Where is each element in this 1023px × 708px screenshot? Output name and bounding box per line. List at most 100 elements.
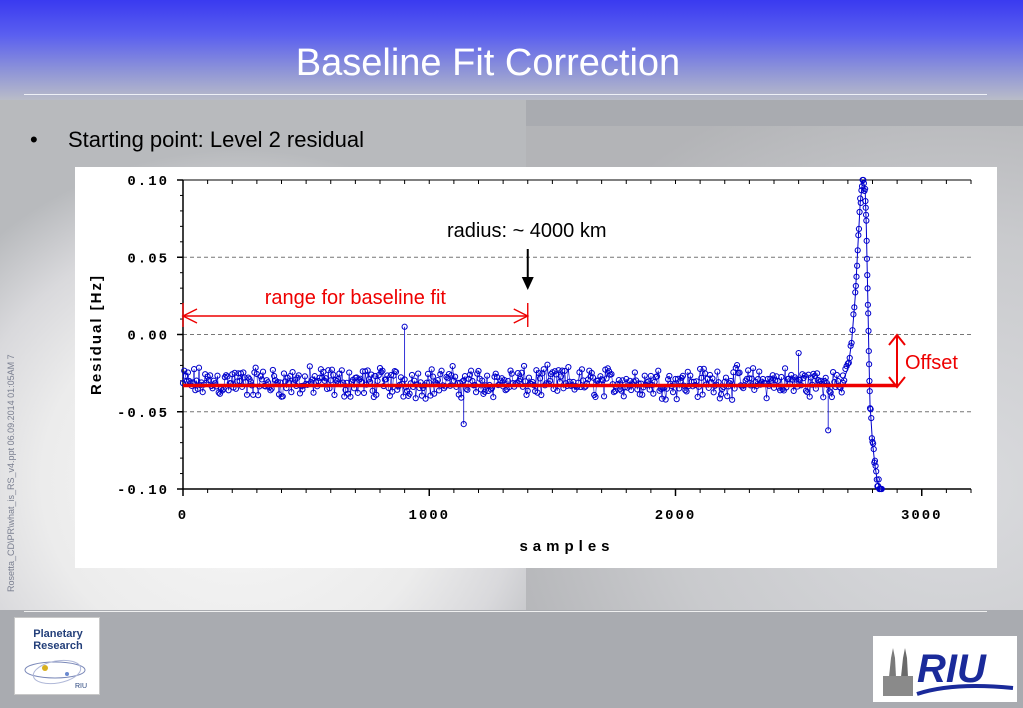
data-point <box>428 366 435 373</box>
data-point <box>561 367 568 375</box>
data-point <box>683 388 690 395</box>
outlier-point <box>460 421 467 428</box>
spike-point <box>853 273 860 280</box>
spike-point <box>866 361 873 368</box>
data-point <box>354 389 361 396</box>
riu-logo-text: RIU <box>917 647 987 691</box>
y-tick-label-4: -0.10 <box>117 483 169 499</box>
data-point <box>781 365 789 372</box>
spike-point <box>865 310 872 317</box>
data-point <box>694 393 701 401</box>
logo-text: Planetary Research <box>15 628 101 652</box>
range-label: range for baseline fit <box>265 287 447 309</box>
data-point <box>658 395 666 402</box>
data-point <box>838 389 845 396</box>
data-point <box>184 369 192 376</box>
data-point <box>373 391 380 398</box>
data-point <box>592 393 599 401</box>
data-point <box>338 367 345 374</box>
data-point <box>449 362 456 370</box>
data-point <box>186 377 193 385</box>
spike-point <box>864 285 871 292</box>
spike-point <box>854 247 861 254</box>
data-point <box>492 370 499 377</box>
data-point <box>763 395 770 402</box>
data-point <box>391 367 398 375</box>
data-point <box>687 372 694 379</box>
data-point <box>716 395 723 402</box>
offset-arrow-top <box>888 333 906 346</box>
data-point <box>623 375 630 383</box>
data-point <box>379 367 386 374</box>
logo-line2: Research <box>33 640 83 652</box>
data-point <box>466 371 473 378</box>
data-point <box>615 377 622 384</box>
data-point <box>641 372 648 379</box>
riu-emblem: RIU <box>883 647 1014 696</box>
data-point <box>524 387 531 394</box>
data-point <box>518 369 525 376</box>
data-point <box>357 375 364 382</box>
riu-swoosh <box>916 684 1014 696</box>
y-tick-label-1: 0.05 <box>127 251 169 267</box>
data-point <box>259 368 267 375</box>
data-point <box>371 372 379 380</box>
slide-title: Baseline Fit Correction <box>295 42 681 84</box>
data-point <box>436 387 443 394</box>
data-point <box>722 374 730 381</box>
data-point <box>269 366 276 374</box>
data-point <box>546 377 554 384</box>
bullet-text: Starting point: Level 2 residual <box>68 127 364 152</box>
data-point <box>551 368 558 375</box>
data-point <box>565 363 572 371</box>
data-point <box>673 396 680 403</box>
spike-point <box>854 262 861 269</box>
data-point <box>316 374 323 381</box>
data-point <box>364 367 371 374</box>
data-point <box>374 377 381 384</box>
spike-point <box>864 301 871 308</box>
data-point <box>732 364 739 372</box>
spike-point <box>864 272 871 279</box>
data-point <box>346 369 353 376</box>
data-point <box>682 387 689 394</box>
data-point <box>736 369 743 376</box>
data-point <box>557 373 565 380</box>
title-divider <box>24 94 987 95</box>
data-point <box>243 391 251 398</box>
spike-point <box>860 176 867 184</box>
x-axis-label: samples <box>519 538 614 555</box>
data-point <box>306 363 313 370</box>
data-point <box>517 375 524 383</box>
chart-axes: 0.10 0.05 0.00 -0.05 -0.10 0 1000 2000 3000 sampl… <box>88 174 972 555</box>
y-tick-label-0: 0.10 <box>127 174 169 190</box>
data-point <box>252 364 259 371</box>
data-point <box>748 375 755 382</box>
data-point <box>523 391 530 399</box>
spike-point <box>862 185 869 192</box>
data-point <box>815 377 822 384</box>
data-point <box>540 366 547 373</box>
data-point <box>484 372 491 379</box>
data-point <box>806 393 813 400</box>
data-point <box>301 373 308 380</box>
data-point <box>214 372 221 379</box>
data-point <box>279 393 286 400</box>
data-point <box>745 367 752 374</box>
data-point <box>475 367 482 375</box>
data-point <box>525 374 533 381</box>
data-point <box>330 371 337 378</box>
data-point <box>255 392 262 399</box>
residual-chart: 0.10 0.05 0.00 -0.05 -0.10 0 1000 2000 3000 sampl… <box>88 174 972 555</box>
data-point <box>504 377 512 385</box>
data-point <box>733 362 741 369</box>
data-point <box>724 393 731 400</box>
spike-point <box>855 225 863 233</box>
offset-label: Offset <box>905 352 958 374</box>
data-point <box>804 388 811 396</box>
offset-arrow-bottom <box>888 376 906 389</box>
data-point <box>468 367 475 374</box>
spike-point <box>848 339 855 347</box>
outlier-point <box>795 349 802 357</box>
cathedral-icon <box>883 648 913 696</box>
